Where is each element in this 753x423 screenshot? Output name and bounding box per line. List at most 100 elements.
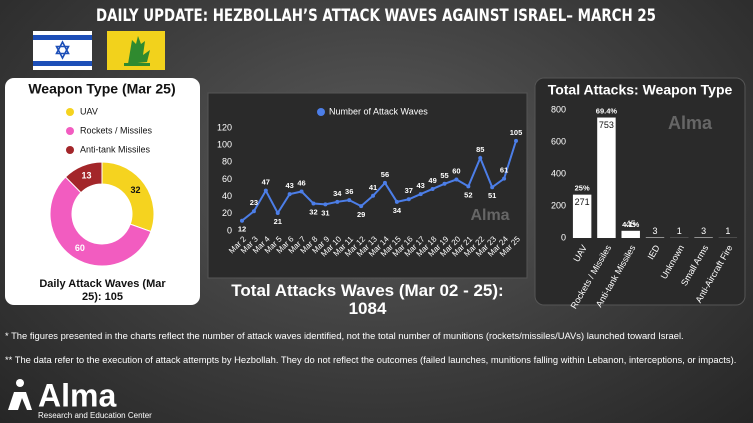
summary-value: 1084 [348,299,387,318]
value-label: 41 [369,183,377,192]
donut-chart: Weapon Type (Mar 25) UAV Rockets / Missil… [28,81,176,267]
donut-total: Daily Attack Waves (Mar 25): 105 [30,278,175,304]
value-label: 45 [626,219,636,229]
logo-name: Alma [38,377,116,413]
value-label: 32 [309,208,317,217]
y-tick-label: 20 [222,208,232,218]
point [382,180,387,185]
y-tick-label: 200 [551,200,566,210]
point [275,210,280,215]
slice-label: 32 [131,185,141,195]
footnote: * The figures presented in the charts re… [5,330,684,341]
legend-swatch [66,108,74,116]
point [251,209,256,214]
point [406,197,411,202]
y-tick-label: 40 [222,191,232,201]
value-label: 55 [440,171,448,180]
point [394,199,399,204]
point [323,202,328,207]
point [502,176,507,181]
value-label: 31 [321,208,329,217]
summary-label: Total Attacks Waves (Mar 02 - 25): [231,281,504,300]
point [442,181,447,186]
legend-swatch [66,146,74,154]
legend-label: Anti-tank Missiles [80,144,151,154]
value-label: 51 [488,191,496,200]
hezbollah-flag [107,31,165,70]
line [241,140,517,222]
summary: Total Attacks Waves (Mar 02 - 25): 1084 [215,282,520,318]
value-label: 37 [405,186,413,195]
chart-title: Total Attacks: Weapon Type [548,82,733,98]
value-label: 3 [701,226,706,236]
value-label: 34 [393,206,402,215]
legend-swatch [317,108,325,116]
y-tick-label: 600 [551,136,566,146]
value-label: 3 [652,226,657,236]
point [299,189,304,194]
value-label: 46 [297,179,305,188]
watermark: Alma [470,207,509,224]
value-label: 1 [725,226,730,236]
value-label: 56 [381,170,389,179]
legend-label: UAV [80,106,98,116]
watermark: Alma [86,205,119,220]
bar [621,230,640,238]
chart-title: Weapon Type (Mar 25) [28,81,175,97]
line-panel [207,92,528,279]
y-tick-label: 0 [561,232,566,242]
point [430,186,435,191]
logo: Alma Research and Education Center [8,377,152,420]
israel-flag [33,31,92,70]
slice-label: 13 [81,170,91,180]
value-label: 43 [417,181,425,190]
value-label: 43 [285,181,293,190]
legend-label: Number of Attack Waves [329,106,428,116]
point [418,192,423,197]
point [311,201,316,206]
slice-label: 60 [75,243,85,253]
point [263,188,268,193]
y-tick-label: 60 [222,174,232,184]
share-label: 69.4% [596,107,618,116]
value-label: 47 [262,178,270,187]
point [454,177,459,182]
legend-swatch [66,127,74,135]
value-label: 49 [428,176,436,185]
footnote: ** The data refer to the execution of at… [5,354,737,365]
bar [597,117,616,238]
total-panel [534,77,746,306]
total-value: 105 [104,291,123,303]
point [347,198,352,203]
value-label: 61 [500,166,508,175]
share-label: 4.1% [622,220,639,229]
point [490,185,495,190]
bar [572,194,592,238]
value-label: 21 [274,217,282,226]
value-label: 271 [575,197,590,207]
y-tick-label: 80 [222,157,232,167]
y-tick-label: 0 [227,225,232,235]
value-label: 52 [464,190,472,199]
donut-slice [49,176,152,267]
y-tick-label: 800 [551,104,566,114]
legend-label: Rockets / Missiles [80,125,153,135]
y-tick-label: 100 [217,140,232,150]
point [359,204,364,209]
y-tick-label: 120 [217,122,232,132]
value-label: 12 [238,225,246,234]
point [240,218,244,223]
value-label: 1 [677,226,682,236]
point [478,156,483,161]
y-tick-label: 400 [551,168,566,178]
value-label: 29 [357,210,365,219]
value-label: 105 [510,128,523,137]
point [335,199,340,204]
share-label: 25% [575,184,590,193]
point [287,192,292,197]
value-label: 34 [333,189,342,198]
value-label: 36 [345,187,353,196]
donut-slice [64,161,103,194]
